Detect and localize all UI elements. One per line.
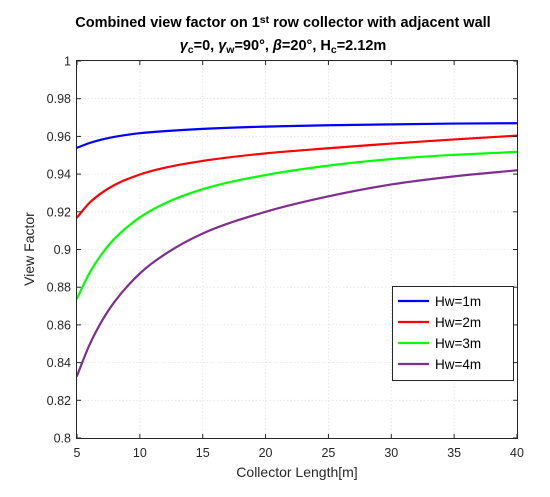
y-tick-label: 0.94 bbox=[47, 168, 71, 182]
title-text-part: c bbox=[331, 44, 337, 56]
x-axis-label: Collector Length[m] bbox=[236, 464, 357, 480]
title-text-part: row collector with adjacent wall bbox=[269, 15, 491, 31]
title-text-part: =0, bbox=[194, 38, 219, 54]
title-text-part: =20°, H bbox=[282, 38, 331, 54]
chart-title-line2: γc=0, γw=90°, β=20°, Hc=2.12m bbox=[180, 38, 387, 56]
series-line-2 bbox=[75, 134, 519, 219]
x-tick-label: 25 bbox=[321, 446, 335, 460]
title-text-part: Combined view factor on 1 bbox=[75, 15, 260, 31]
series-line-4 bbox=[75, 169, 519, 377]
series-line-3 bbox=[75, 150, 519, 300]
legend-label-1: Hw=1m bbox=[435, 294, 481, 309]
y-tick-label: 0.88 bbox=[47, 281, 71, 295]
title-text-part: c bbox=[188, 44, 194, 56]
series-lines bbox=[75, 122, 519, 377]
y-tick-label: 0.96 bbox=[47, 130, 71, 144]
legend-label-3: Hw=3m bbox=[435, 336, 481, 351]
chart-title-line1: Combined view factor on 1st row collecto… bbox=[75, 14, 490, 31]
x-tick-label: 5 bbox=[74, 446, 81, 460]
x-tick-label: 15 bbox=[196, 446, 210, 460]
series-line-1 bbox=[75, 122, 519, 149]
y-tick-label: 0.92 bbox=[47, 205, 71, 219]
y-tick-label: 1 bbox=[64, 55, 71, 69]
title-text-part: w bbox=[225, 44, 235, 56]
chart-title: Combined view factor on 1st row collecto… bbox=[75, 14, 490, 56]
title-text-part: =2.12m bbox=[337, 38, 387, 54]
y-tick-label: 0.8 bbox=[54, 432, 71, 446]
title-text-part: γ bbox=[180, 38, 189, 54]
y-tick-label: 0.86 bbox=[47, 318, 71, 332]
legend: Hw=1m Hw=2m Hw=3m Hw=4m bbox=[392, 286, 514, 381]
title-text-part: β bbox=[272, 38, 282, 54]
x-tick-label: 20 bbox=[259, 446, 273, 460]
x-tick-label: 35 bbox=[447, 446, 461, 460]
y-axis-label: View Factor bbox=[21, 212, 37, 286]
title-superscript: st bbox=[260, 14, 270, 26]
y-tick-label: 0.9 bbox=[54, 243, 71, 257]
legend-label-4: Hw=4m bbox=[435, 357, 481, 372]
x-tick-label: 40 bbox=[510, 446, 524, 460]
title-text-part: γ bbox=[218, 38, 227, 54]
y-tick-label: 0.82 bbox=[47, 394, 71, 408]
grid-lines bbox=[77, 61, 517, 438]
y-tick-label: 0.84 bbox=[47, 356, 71, 370]
y-tick-label: 0.98 bbox=[47, 92, 71, 106]
axis-ticks: 5 10 15 20 25 30 35 40 0.8 0.82 0.84 0.86 0.88 0.9 0.9… bbox=[47, 55, 524, 461]
x-tick-label: 10 bbox=[133, 446, 147, 460]
legend-label-2: Hw=2m bbox=[435, 315, 481, 330]
title-text-part: =90°, bbox=[234, 38, 272, 54]
x-tick-label: 30 bbox=[384, 446, 398, 460]
plot-area-frame bbox=[76, 60, 518, 439]
